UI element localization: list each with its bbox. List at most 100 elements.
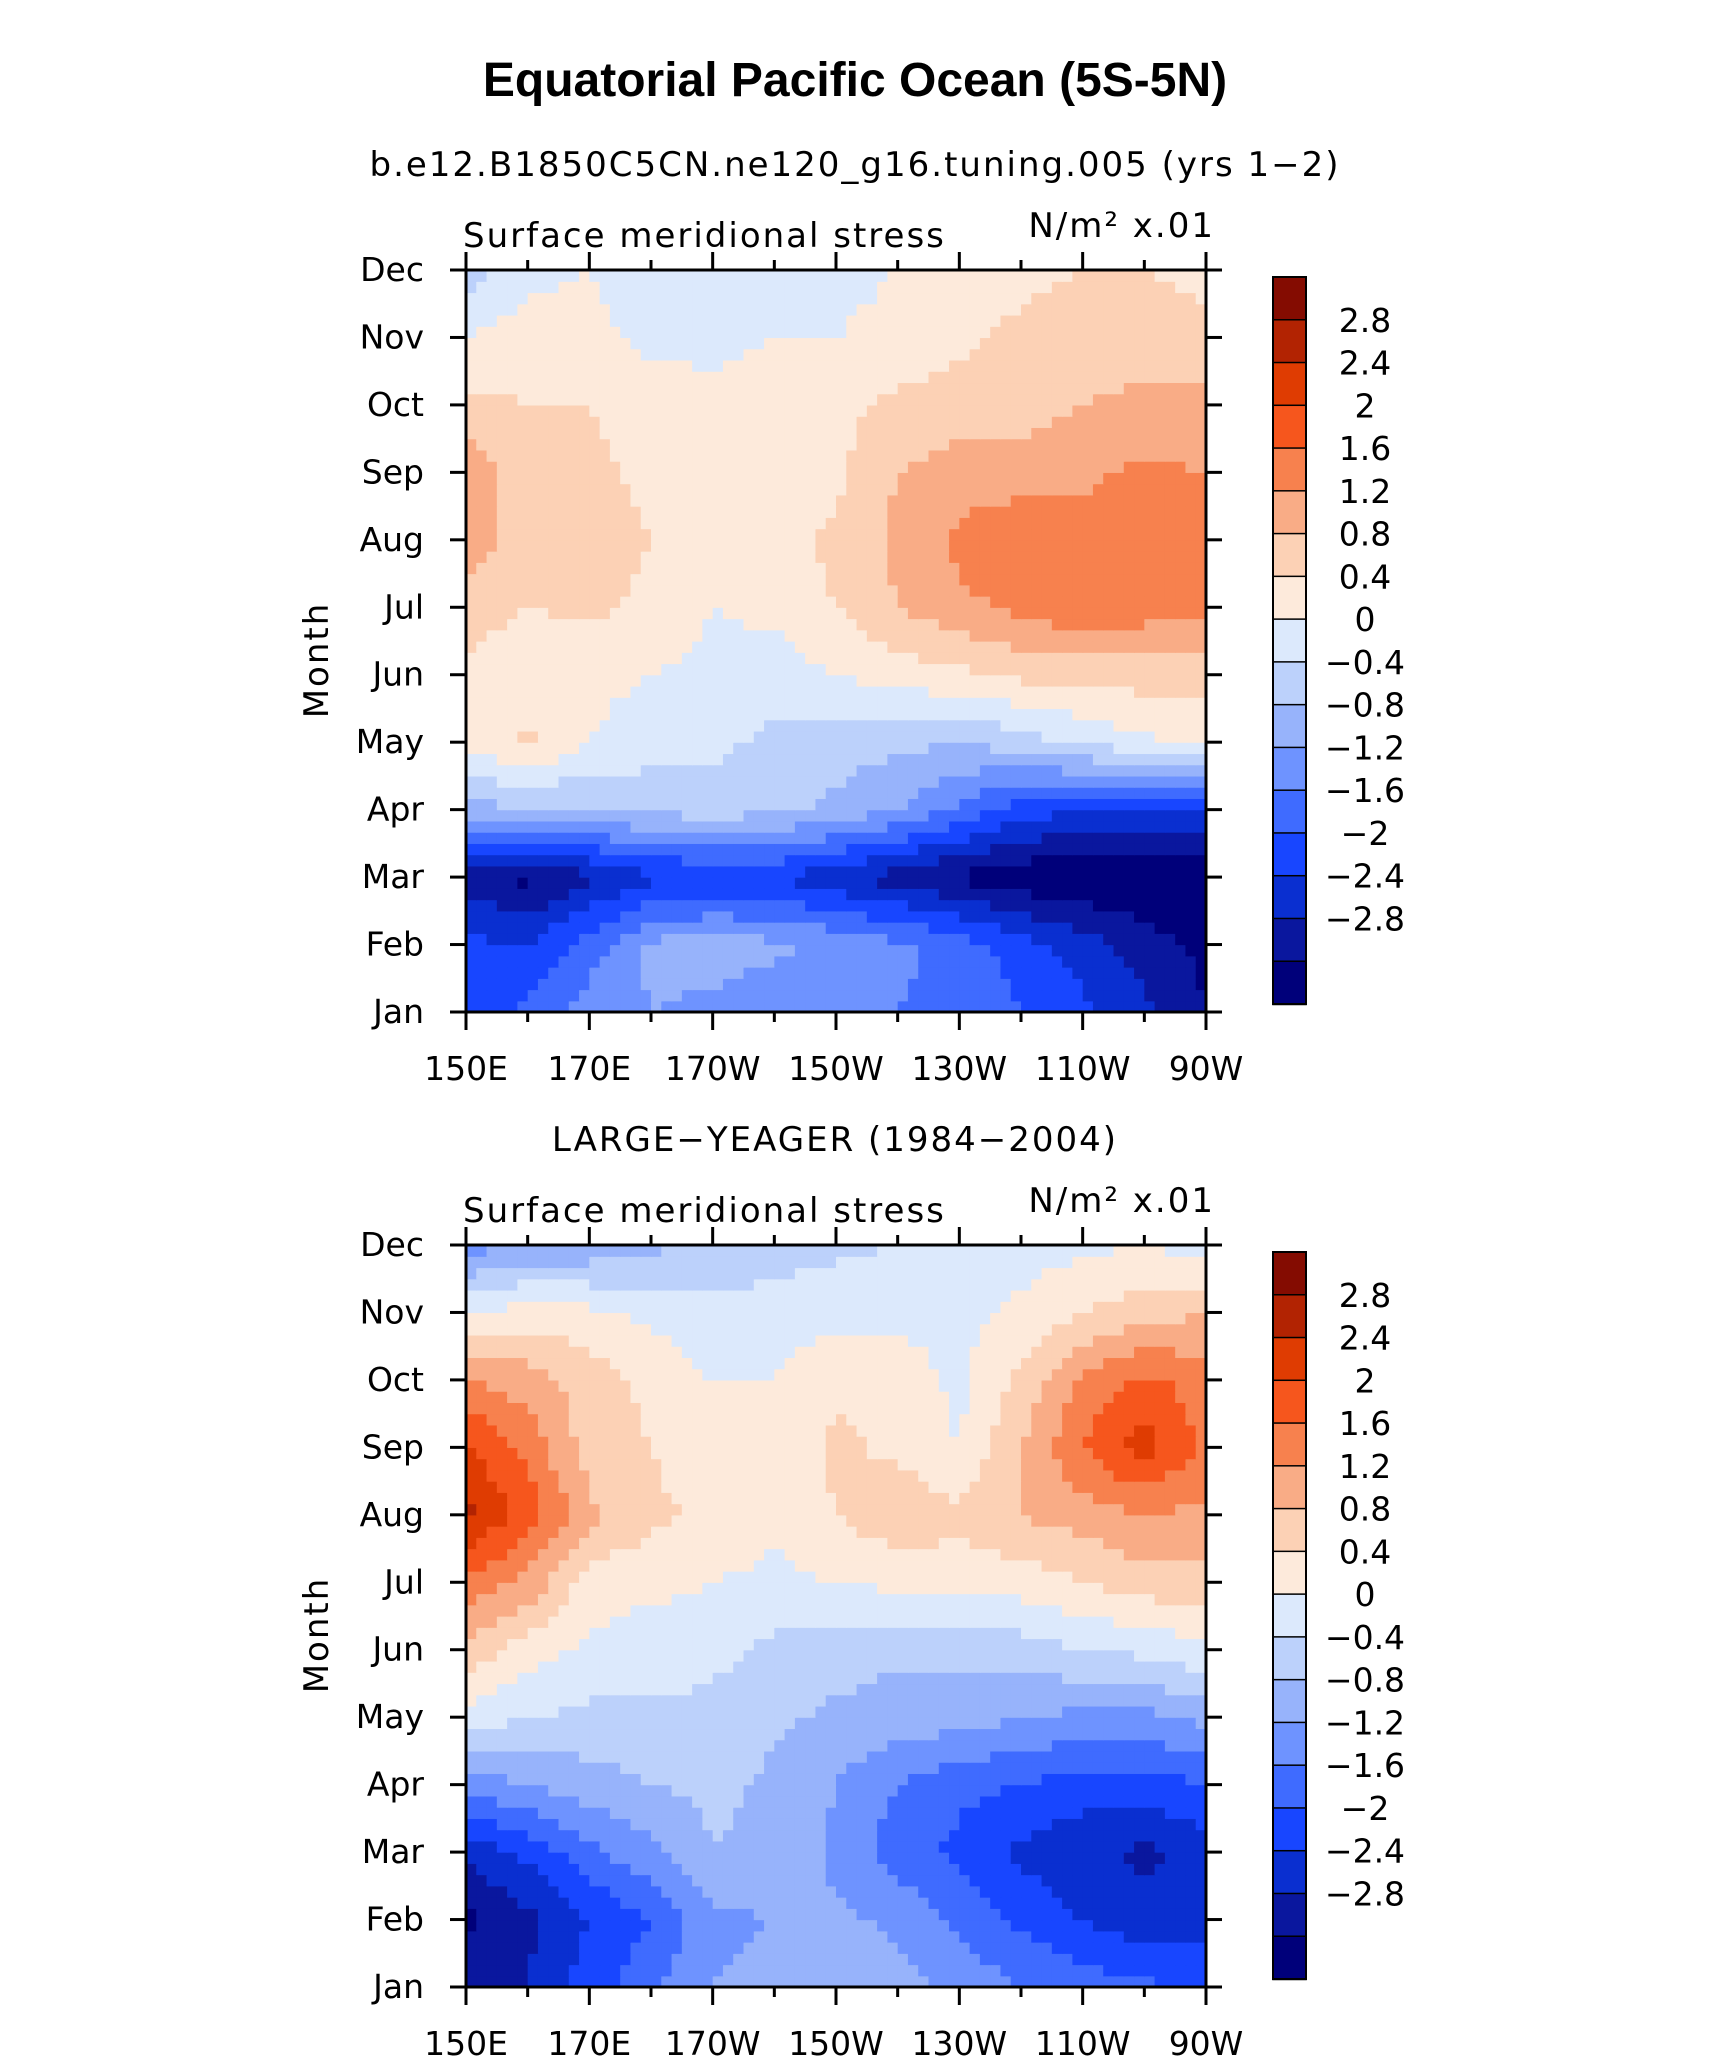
heatmap-cell: [579, 607, 590, 620]
heatmap-cell: [651, 427, 662, 440]
heatmap-cell: [517, 933, 529, 946]
heatmap-cell: [990, 1000, 1002, 1013]
heatmap-cell: [722, 742, 734, 755]
heatmap-cell: [651, 854, 662, 867]
heatmap-cell: [979, 573, 991, 586]
heatmap-cell: [620, 719, 632, 732]
heatmap-cell: [784, 967, 796, 979]
heatmap-cell: [548, 1000, 560, 1013]
heatmap-cell: [486, 472, 498, 485]
heatmap-cell: [1164, 877, 1176, 889]
heatmap-cell: [486, 438, 498, 451]
heatmap-cell: [805, 697, 817, 710]
heatmap-cell: [907, 326, 919, 339]
heatmap-cell: [476, 899, 488, 912]
heatmap-cell: [918, 371, 930, 384]
heatmap-cell: [702, 832, 714, 844]
heatmap-cell: [815, 641, 827, 653]
heatmap-cell: [815, 416, 827, 428]
heatmap-cell: [1041, 573, 1053, 586]
heatmap-cell: [712, 910, 724, 923]
heatmap-cell: [907, 652, 919, 665]
heatmap-cell: [496, 270, 508, 282]
heatmap-cell: [1000, 528, 1012, 541]
heatmap-cell: [517, 382, 529, 395]
heatmap-cell: [589, 281, 601, 294]
heatmap-cell: [537, 618, 549, 631]
heatmap-cell: [527, 472, 539, 485]
heatmap-cell: [743, 359, 755, 372]
heatmap-cell: [794, 472, 806, 485]
heatmap-cell: [918, 708, 930, 721]
heatmap-cell: [1021, 494, 1032, 507]
heatmap-cell: [712, 888, 724, 901]
heatmap-cell: [651, 629, 662, 642]
heatmap-cell: [1134, 854, 1145, 867]
heatmap-cell: [1113, 483, 1125, 496]
heatmap-cell: [825, 989, 837, 1002]
heatmap-cell: [527, 899, 539, 912]
heatmap-cell: [589, 359, 601, 372]
heatmap-cell: [856, 719, 868, 732]
heatmap-cell: [1123, 494, 1135, 507]
heatmap-cell: [825, 820, 837, 833]
heatmap-cell: [918, 877, 930, 889]
heatmap-cell: [1051, 775, 1063, 788]
heatmap-cell: [558, 787, 570, 799]
heatmap-cell: [753, 854, 765, 867]
heatmap-cell: [486, 551, 498, 563]
heatmap-cell: [579, 506, 590, 518]
heatmap-cell: [486, 359, 498, 372]
heatmap-cell: [640, 404, 652, 417]
heatmap-cell: [1072, 326, 1084, 339]
heatmap-cell: [1134, 809, 1145, 822]
heatmap-cell: [640, 1000, 652, 1013]
heatmap-cell: [1123, 989, 1135, 1002]
heatmap-cell: [609, 562, 621, 575]
heatmap-cell: [568, 708, 580, 721]
heatmap-cell: [671, 371, 683, 384]
heatmap-cell: [990, 382, 1002, 395]
heatmap-cell: [1154, 506, 1166, 518]
heatmap-cell: [609, 708, 621, 721]
heatmap-cell: [753, 629, 765, 642]
heatmap-cell: [928, 539, 940, 552]
heatmap-cell: [928, 685, 940, 698]
heatmap-cell: [548, 506, 560, 518]
heatmap-cell: [599, 449, 611, 462]
heatmap-cell: [1041, 989, 1053, 1002]
heatmap-cell: [1134, 326, 1145, 339]
heatmap-cell: [568, 854, 580, 867]
heatmap-cell: [753, 843, 765, 856]
heatmap-cell: [1195, 933, 1207, 946]
heatmap-cell: [1113, 438, 1125, 451]
heatmap-cell: [579, 596, 590, 608]
heatmap-cell: [928, 461, 940, 473]
heatmap-cell: [1051, 404, 1063, 417]
heatmap-cell: [722, 865, 734, 878]
heatmap-cell: [548, 573, 560, 586]
heatmap-cell: [1082, 281, 1094, 294]
heatmap-cell: [1113, 270, 1125, 282]
heatmap-cell: [1010, 573, 1022, 586]
heatmap-cell: [1113, 427, 1125, 440]
heatmap-cell: [907, 910, 919, 923]
heatmap-cell: [1154, 539, 1166, 552]
heatmap-cell: [466, 787, 477, 799]
heatmap-cell: [1072, 1000, 1084, 1013]
heatmap-cell: [1082, 1975, 1094, 1988]
heatmap-cell: [671, 944, 683, 957]
heatmap-cell: [692, 854, 703, 867]
heatmap-cell: [743, 348, 755, 361]
heatmap-cell: [599, 820, 611, 833]
heatmap-cell: [589, 438, 601, 451]
heatmap-cell: [620, 281, 632, 294]
heatmap-cell: [466, 359, 477, 372]
heatmap-cell: [599, 854, 611, 867]
heatmap-cell: [537, 483, 549, 496]
heatmap-cell: [825, 652, 837, 665]
heatmap-cell: [907, 517, 919, 530]
heatmap-cell: [856, 461, 868, 473]
heatmap-cell: [836, 1000, 847, 1013]
heatmap-cell: [764, 359, 775, 372]
